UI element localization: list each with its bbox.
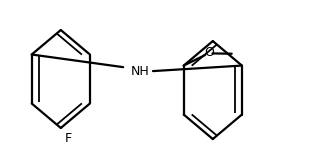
Text: NH: NH xyxy=(131,65,150,78)
Text: F: F xyxy=(65,132,72,145)
Text: O: O xyxy=(204,46,214,59)
